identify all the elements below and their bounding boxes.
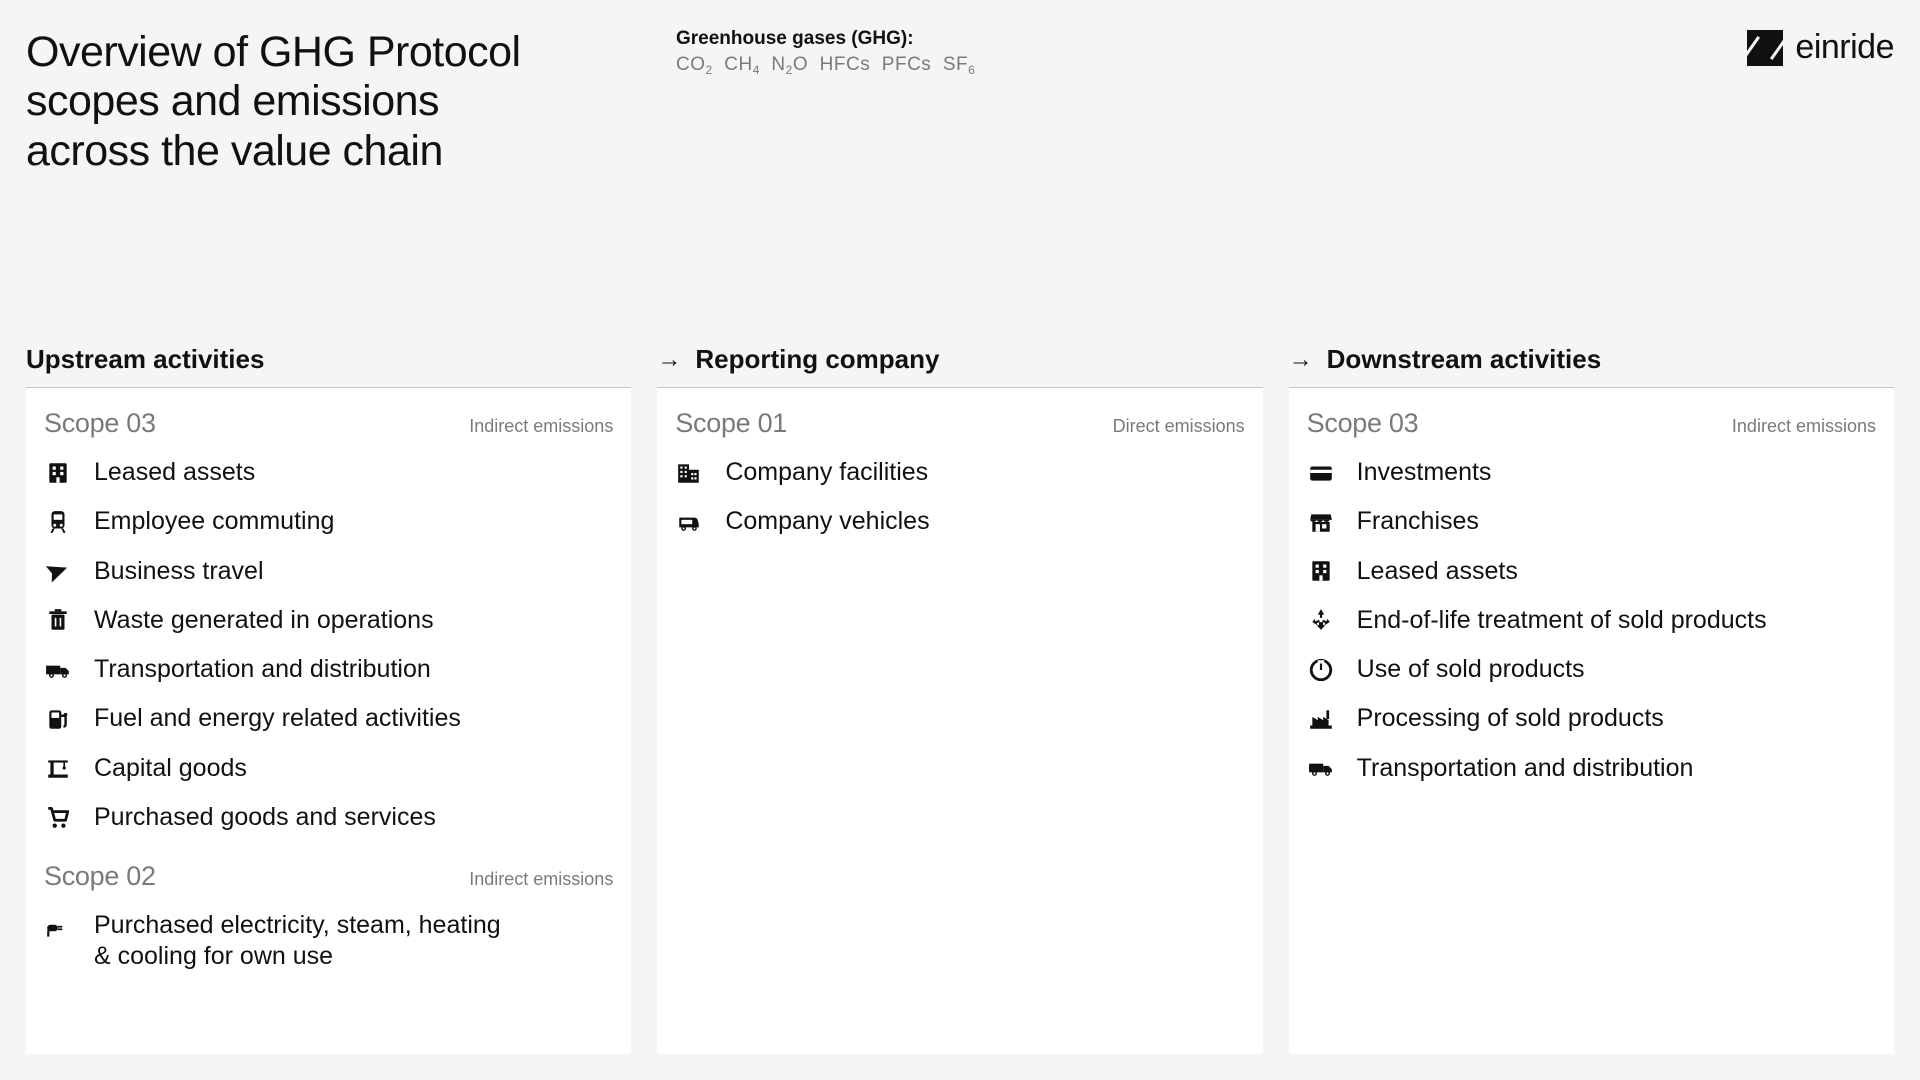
scope-item-label: Investments	[1357, 457, 1492, 488]
scope-label: Scope 03	[1307, 408, 1419, 439]
building-icon	[44, 459, 72, 487]
scope-item: Capital goods	[44, 753, 613, 784]
emission-type: Indirect emissions	[469, 416, 613, 437]
scope-item-label: Capital goods	[94, 753, 247, 784]
truck-icon	[44, 656, 72, 684]
factory-icon	[1307, 705, 1335, 733]
ghg-list: CO2 CH4 N2O HFCs PFCs SF6	[676, 54, 1747, 76]
scope-item: Processing of sold products	[1307, 703, 1876, 734]
ghg-block: Greenhouse gases (GHG): CO2 CH4 N2O HFCs…	[676, 28, 1747, 76]
scope-item-label: Transportation and distribution	[94, 654, 431, 685]
scope-item: Company vehicles	[675, 506, 1244, 537]
scope-item: Waste generated in operations	[44, 605, 613, 636]
scope-item: Employee commuting	[44, 506, 613, 537]
scope-card: Scope 01 Direct emissions Company faciliti…	[657, 388, 1262, 1054]
column-heading: Downstream activities	[1327, 344, 1602, 375]
scope-label: Scope 02	[44, 861, 156, 892]
scope-item-label: Franchises	[1357, 506, 1479, 537]
fuel-icon	[44, 705, 72, 733]
ghg-label: Greenhouse gases (GHG):	[676, 28, 1747, 50]
scope-item-label: Purchased electricity, steam, heating & …	[94, 910, 504, 973]
crane-icon	[44, 754, 72, 782]
cart-icon	[44, 803, 72, 831]
scope-items: Investments Franchises Leased assets End-of…	[1307, 457, 1876, 784]
scope-card: Scope 03 Indirect emissions Investments Fra…	[1289, 388, 1894, 1054]
scope-item-label: Leased assets	[1357, 556, 1518, 587]
scope-card: Scope 03 Indirect emissions Leased assets E…	[26, 388, 631, 1054]
emission-type: Indirect emissions	[469, 869, 613, 890]
scope-item-label: Processing of sold products	[1357, 703, 1664, 734]
scope-item-label: Transportation and distribution	[1357, 753, 1694, 784]
scope-item-label: Employee commuting	[94, 506, 334, 537]
emission-type: Indirect emissions	[1732, 416, 1876, 437]
brand-logo: einride	[1747, 28, 1894, 67]
scope-items: Leased assets Employee commuting Business …	[44, 457, 613, 833]
columns: Upstream activities Scope 03 Indirect emis…	[26, 344, 1894, 1054]
scope-item: Fuel and energy related activities	[44, 703, 613, 734]
trash-icon	[44, 606, 72, 634]
scope-item: Purchased electricity, steam, heating & …	[44, 910, 613, 973]
scope-item-label: Company vehicles	[725, 506, 929, 537]
scope-item: Use of sold products	[1307, 654, 1876, 685]
scope-item: Franchises	[1307, 506, 1876, 537]
scope-item: End-of-life treatment of sold products	[1307, 605, 1876, 636]
scope-item: Investments	[1307, 457, 1876, 488]
scope-header: Scope 02 Indirect emissions	[44, 861, 613, 892]
arrow-right-icon: →	[1289, 346, 1313, 374]
page-root: Overview of GHG Protocol scopes and emis…	[0, 0, 1920, 1080]
brand-mark-icon	[1747, 30, 1783, 66]
scope-item: Purchased goods and services	[44, 802, 613, 833]
card-icon	[1307, 459, 1335, 487]
plug-icon	[44, 914, 72, 942]
scope-item-label: Purchased goods and services	[94, 802, 436, 833]
arrow-right-icon: →	[657, 346, 681, 374]
scope-item-label: Waste generated in operations	[94, 605, 434, 636]
scope-items: Company facilities Company vehicles	[675, 457, 1244, 538]
scope-header: Scope 03 Indirect emissions	[44, 408, 613, 439]
column-header: → Reporting company	[657, 344, 1262, 388]
scope-item-label: Company facilities	[725, 457, 928, 488]
facilities-icon	[675, 459, 703, 487]
scope-item-label: Leased assets	[94, 457, 255, 488]
scope-item-label: Use of sold products	[1357, 654, 1585, 685]
train-icon	[44, 508, 72, 536]
scope-label: Scope 03	[44, 408, 156, 439]
scope-header: Scope 03 Indirect emissions	[1307, 408, 1876, 439]
store-icon	[1307, 508, 1335, 536]
column: → Reporting company Scope 01 Direct emissio…	[657, 344, 1262, 1054]
brand-name: einride	[1795, 28, 1894, 67]
column-header: → Downstream activities	[1289, 344, 1894, 388]
column-heading: Upstream activities	[26, 344, 264, 375]
column-heading: Reporting company	[695, 344, 939, 375]
truck-icon	[1307, 754, 1335, 782]
column-header: Upstream activities	[26, 344, 631, 388]
van-icon	[675, 508, 703, 536]
column: → Downstream activities Scope 03 Indirect e…	[1289, 344, 1894, 1054]
power-icon	[1307, 656, 1335, 684]
scope-item-label: Fuel and energy related activities	[94, 703, 461, 734]
recycle-icon	[1307, 606, 1335, 634]
scope-header: Scope 01 Direct emissions	[675, 408, 1244, 439]
column: Upstream activities Scope 03 Indirect emis…	[26, 344, 631, 1054]
plane-icon	[44, 557, 72, 585]
scope-item: Transportation and distribution	[1307, 753, 1876, 784]
scope-item: Company facilities	[675, 457, 1244, 488]
scope-item: Transportation and distribution	[44, 654, 613, 685]
scope-item: Business travel	[44, 556, 613, 587]
emission-type: Direct emissions	[1113, 416, 1245, 437]
building-icon	[1307, 557, 1335, 585]
scope-item: Leased assets	[1307, 556, 1876, 587]
header: Overview of GHG Protocol scopes and emis…	[26, 28, 1894, 176]
page-title: Overview of GHG Protocol scopes and emis…	[26, 28, 546, 176]
scope-label: Scope 01	[675, 408, 787, 439]
scope-items: Purchased electricity, steam, heating & …	[44, 910, 613, 973]
scope-item: Leased assets	[44, 457, 613, 488]
scope-item-label: End-of-life treatment of sold products	[1357, 605, 1767, 636]
scope-item-label: Business travel	[94, 556, 264, 587]
